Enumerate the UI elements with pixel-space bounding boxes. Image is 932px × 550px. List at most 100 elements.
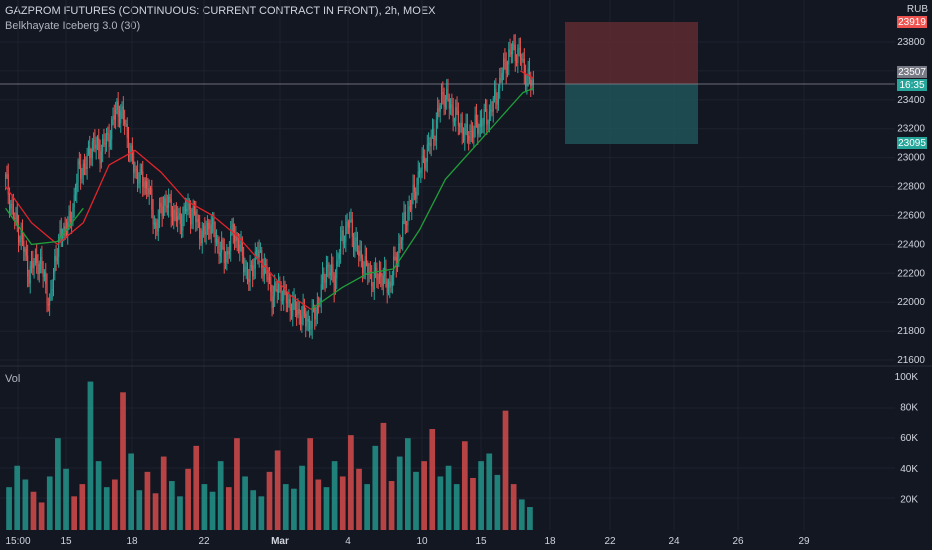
candle-body[interactable] [28,276,30,284]
candle-body[interactable] [512,43,514,55]
candle-body[interactable] [434,139,436,141]
candle-body[interactable] [402,220,404,240]
symbol-title[interactable]: GAZPROM FUTURES (CONTINUOUS: CURRENT CON… [5,5,436,17]
candle-body[interactable] [196,218,198,223]
candle-body[interactable] [160,203,162,208]
candle-body[interactable] [201,230,203,244]
candle-body[interactable] [139,169,141,183]
candle-body[interactable] [153,222,155,225]
candle-body[interactable] [143,186,145,188]
candle-body[interactable] [490,109,492,112]
candle-body[interactable] [346,222,348,226]
candle-body[interactable] [142,171,144,187]
candle-body[interactable] [232,223,234,235]
candle-body[interactable] [87,146,89,154]
candle-body[interactable] [95,144,97,149]
candle-body[interactable] [59,228,61,237]
candle-body[interactable] [236,235,238,241]
candle-body[interactable] [213,217,215,232]
candle-body[interactable] [327,265,329,267]
candle-body[interactable] [417,171,419,185]
candle-body[interactable] [50,290,52,299]
candle-body[interactable] [115,109,117,120]
candle-body[interactable] [407,210,409,226]
candle-body[interactable] [351,219,353,237]
candle-body[interactable] [353,236,355,250]
candle-body[interactable] [274,283,276,297]
candle-body[interactable] [505,61,507,74]
candle-body[interactable] [531,80,533,87]
candle-body[interactable] [459,125,461,127]
candle-body[interactable] [527,68,529,78]
candle-body[interactable] [169,196,171,200]
candle-body[interactable] [261,250,263,268]
candle-body[interactable] [297,308,299,316]
candle-body[interactable] [322,272,324,285]
candle-body[interactable] [172,216,174,221]
candle-body[interactable] [510,51,512,55]
candle-body[interactable] [288,298,290,303]
candle-body[interactable] [404,212,406,225]
candle-body[interactable] [106,132,108,145]
candles[interactable] [5,34,534,340]
candle-body[interactable] [455,107,457,121]
candle-body[interactable] [243,255,245,273]
candle-body[interactable] [398,243,400,258]
candle-body[interactable] [486,109,488,125]
candle-body[interactable] [63,226,65,237]
candle-body[interactable] [276,289,278,293]
candle-body[interactable] [188,201,190,210]
candle-body[interactable] [500,77,502,81]
candle-body[interactable] [306,321,308,327]
candle-body[interactable] [84,163,86,167]
candle-body[interactable] [146,181,148,189]
candle-body[interactable] [140,169,142,172]
candle-body[interactable] [307,319,309,322]
candle-body[interactable] [55,255,57,261]
candle-body[interactable] [10,204,12,210]
candle-body[interactable] [175,212,177,222]
candle-body[interactable] [362,258,364,274]
candle-body[interactable] [217,238,219,244]
candle-body[interactable] [178,212,180,217]
candle-body[interactable] [289,298,291,311]
candle-body[interactable] [11,204,13,206]
candle-body[interactable] [473,128,475,139]
candle-body[interactable] [293,296,295,303]
candle-body[interactable] [400,239,402,244]
candle-body[interactable] [86,153,88,170]
candle-body[interactable] [501,73,503,81]
candle-body[interactable] [421,155,423,170]
candle-body[interactable] [457,110,459,126]
candle-body[interactable] [162,205,164,217]
candle-body[interactable] [168,196,170,208]
candle-body[interactable] [301,315,303,325]
candle-body[interactable] [345,225,347,243]
candle-body[interactable] [72,207,74,224]
candle-body[interactable] [128,137,130,155]
candle-body[interactable] [14,217,16,219]
candle-body[interactable] [448,98,450,109]
candle-body[interactable] [78,160,80,165]
candle-body[interactable] [380,271,382,277]
candle-body[interactable] [424,156,426,169]
candle-body[interactable] [272,296,274,308]
candle-body[interactable] [354,241,356,250]
candle-body[interactable] [212,217,214,225]
candle-body[interactable] [5,174,7,180]
candle-body[interactable] [152,209,154,225]
candle-body[interactable] [300,314,302,325]
candle-body[interactable] [124,119,126,125]
candle-body[interactable] [499,77,501,89]
candle-body[interactable] [204,225,206,235]
candle-body[interactable] [375,267,377,272]
candle-body[interactable] [347,222,349,228]
candle-body[interactable] [442,92,444,95]
candle-body[interactable] [279,283,281,285]
candle-body[interactable] [389,281,391,288]
candle-body[interactable] [413,184,415,192]
candle-body[interactable] [287,302,289,304]
candle-body[interactable] [156,228,158,232]
candle-body[interactable] [199,221,201,239]
